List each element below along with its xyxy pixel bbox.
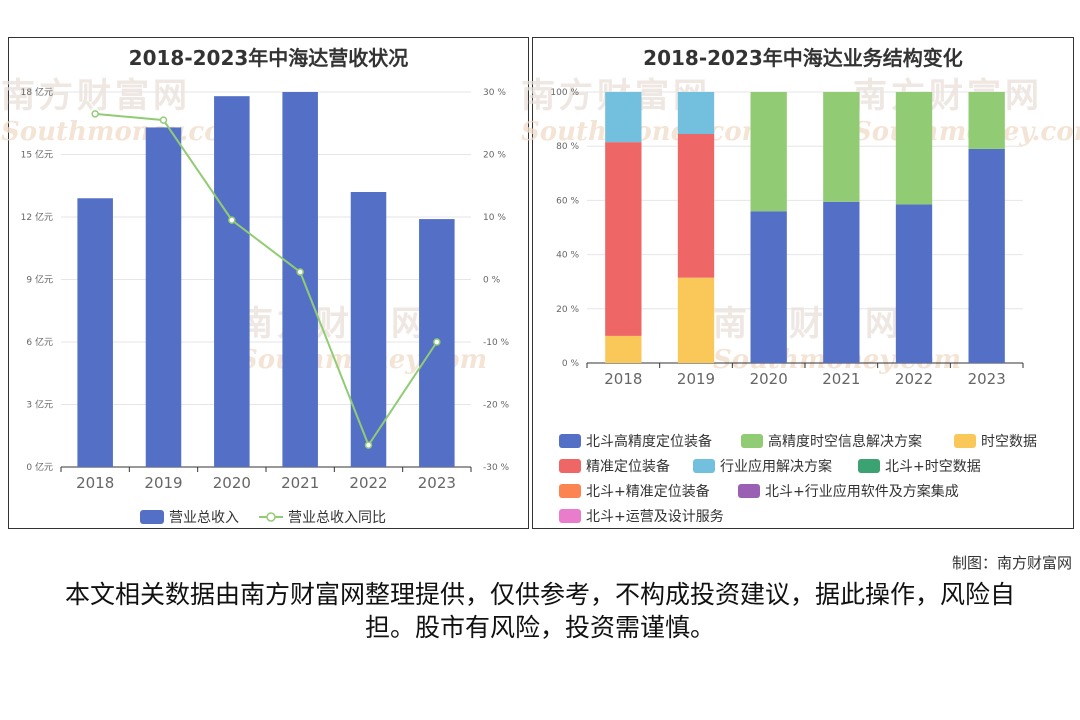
stacked-bar-segment bbox=[677, 134, 715, 278]
legend-swatch bbox=[559, 434, 581, 448]
legend-label-revenue: 营业总收入 bbox=[169, 510, 239, 526]
yoy-point bbox=[364, 441, 373, 449]
x-tick-label: 2022 bbox=[349, 474, 387, 492]
stacked-bar-segment bbox=[895, 92, 933, 205]
yoy-point bbox=[159, 116, 168, 124]
revenue-bar bbox=[77, 198, 113, 467]
legend-label: 高精度时空信息解决方案 bbox=[768, 433, 922, 450]
stacked-bar-segment bbox=[605, 335, 642, 363]
y-right-tick-label: 30 % bbox=[483, 88, 506, 98]
legend-swatch bbox=[693, 459, 715, 473]
revenue-chart-title: 2018-2023年中海达营收状况 bbox=[128, 46, 409, 70]
legend-swatch bbox=[559, 509, 581, 523]
y-left-tick-label: 18 亿元 bbox=[21, 86, 53, 98]
yoy-point bbox=[296, 268, 304, 276]
legend-swatch-revenue bbox=[140, 510, 164, 524]
revenue-chart: 0 亿元 3 亿元 6 亿元 9 亿元 12 亿元 15 亿元 18 亿元 -30 % -20 … bbox=[21, 86, 510, 526]
y-left-tick-label: 3 亿元 bbox=[26, 399, 53, 411]
legend-swatch bbox=[559, 459, 581, 473]
stacked-bar-segment bbox=[605, 142, 642, 336]
revenue-bar bbox=[214, 96, 250, 467]
y-left-tick-label: 6 亿元 bbox=[26, 336, 53, 348]
stacked-bar-segment bbox=[823, 92, 860, 202]
stacked-bar-segment bbox=[605, 92, 642, 143]
x-tick-label: 2020 bbox=[750, 370, 788, 388]
y-tick-label: 100 % bbox=[550, 88, 579, 98]
business-structure-chart: 0 % 20 % 40 % 60 % 80 % 100 % 2018 2019 2020 2021… bbox=[550, 88, 1037, 525]
stacked-bar-segment bbox=[750, 211, 787, 363]
x-tick-label: 2022 bbox=[895, 370, 933, 388]
revenue-chart-panel: 2018-2023年中海达营收状况 南方财富网 Southmoney.com 南… bbox=[1, 37, 529, 529]
x-tick-label: 2019 bbox=[677, 370, 715, 388]
x-tick-label: 2021 bbox=[822, 370, 860, 388]
legend-label: 北斗+精准定位装备 bbox=[586, 483, 710, 500]
chart-credit: 制图：南方财富网 bbox=[951, 554, 1072, 572]
x-tick-label: 2023 bbox=[968, 370, 1006, 388]
yoy-point bbox=[91, 110, 99, 118]
stacked-bar-segment bbox=[823, 201, 860, 363]
y-left-tick-label: 0 亿元 bbox=[26, 461, 53, 473]
legend-swatch bbox=[559, 484, 581, 498]
legend-label: 行业应用解决方案 bbox=[720, 458, 832, 475]
x-tick-label: 2018 bbox=[604, 370, 642, 388]
y-tick-label: 20 % bbox=[556, 305, 579, 315]
stacked-bar-segment bbox=[968, 148, 1005, 363]
legend-swatch bbox=[741, 434, 763, 448]
y-right-tick-label: 10 % bbox=[483, 213, 506, 223]
x-tick-label: 2018 bbox=[76, 474, 114, 492]
legend-marker-yoy bbox=[266, 512, 276, 522]
yoy-point bbox=[433, 338, 441, 346]
stacked-bar-segment bbox=[677, 277, 715, 363]
stacked-bar-segment bbox=[677, 92, 715, 135]
stacked-bar-segment bbox=[750, 92, 787, 212]
x-tick-label: 2020 bbox=[213, 474, 251, 492]
disclaimer-text: 本文相关数据由南方财富网整理提供，仅供参考，不构成投资建议，据此操作，风险自担。… bbox=[64, 580, 1015, 642]
y-tick-label: 60 % bbox=[556, 196, 579, 206]
y-right-tick-label: -20 % bbox=[483, 401, 510, 411]
y-tick-label: 80 % bbox=[556, 142, 579, 152]
y-left-tick-label: 12 亿元 bbox=[21, 211, 53, 223]
revenue-bar bbox=[145, 127, 182, 468]
stacked-bar-segment bbox=[895, 204, 933, 363]
y-right-tick-label: 20 % bbox=[483, 151, 506, 161]
y-left-tick-label: 15 亿元 bbox=[21, 149, 53, 161]
yoy-point bbox=[228, 216, 236, 224]
y-tick-label: 40 % bbox=[556, 251, 579, 261]
legend-label: 精准定位装备 bbox=[586, 458, 670, 475]
legend-swatch bbox=[738, 484, 760, 498]
y-right-tick-label: -10 % bbox=[483, 338, 510, 348]
legend-label: 时空数据 bbox=[981, 434, 1037, 450]
legend-label: 北斗高精度定位装备 bbox=[586, 433, 712, 450]
revenue-bar bbox=[350, 192, 387, 467]
x-tick-label: 2023 bbox=[418, 474, 456, 492]
x-tick-label: 2019 bbox=[144, 474, 182, 492]
y-left-tick-label: 9 亿元 bbox=[26, 274, 53, 286]
y-tick-label: 0 % bbox=[562, 359, 580, 369]
legend-swatch bbox=[858, 459, 880, 473]
yoy-line bbox=[95, 112, 438, 448]
legend-swatch bbox=[954, 434, 976, 448]
x-tick-label: 2021 bbox=[281, 474, 319, 492]
revenue-bar bbox=[282, 92, 318, 467]
legend-label-yoy: 营业总收入同比 bbox=[288, 510, 386, 526]
stacked-bar-segment bbox=[968, 92, 1005, 149]
legend-label: 北斗+运营及设计服务 bbox=[586, 509, 724, 525]
legend-label: 北斗+行业应用软件及方案集成 bbox=[765, 483, 959, 500]
business-structure-chart-panel: 2018-2023年中海达业务结构变化 南方财富网 Southmoney.com… bbox=[521, 37, 1080, 529]
y-right-tick-label: -30 % bbox=[483, 463, 510, 473]
structure-chart-title: 2018-2023年中海达业务结构变化 bbox=[643, 46, 963, 70]
y-right-tick-label: 0 % bbox=[483, 276, 501, 286]
legend-label: 北斗+时空数据 bbox=[885, 459, 981, 475]
